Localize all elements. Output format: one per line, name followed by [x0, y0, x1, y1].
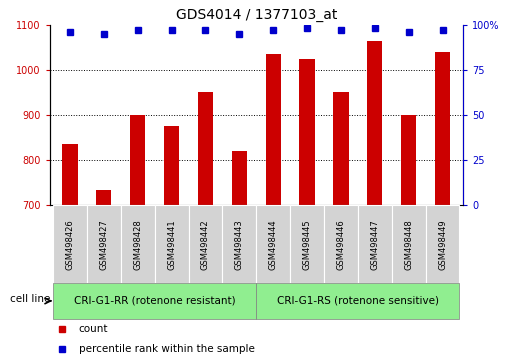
Bar	[96, 189, 111, 205]
Bar	[266, 54, 281, 205]
Bar	[222, 205, 256, 283]
Text: GSM498447: GSM498447	[370, 219, 379, 270]
Bar	[290, 205, 324, 283]
Text: GSM498446: GSM498446	[336, 219, 345, 270]
Bar	[401, 115, 416, 205]
Text: GSM498444: GSM498444	[269, 219, 278, 270]
Text: GSM498427: GSM498427	[99, 219, 108, 270]
Bar	[426, 205, 460, 283]
Text: GSM498448: GSM498448	[404, 219, 413, 270]
Text: CRI-G1-RR (rotenone resistant): CRI-G1-RR (rotenone resistant)	[74, 296, 235, 306]
Text: CRI-G1-RS (rotenone sensitive): CRI-G1-RS (rotenone sensitive)	[277, 296, 439, 306]
Bar	[256, 283, 460, 319]
Text: GSM498426: GSM498426	[65, 219, 74, 270]
Text: GSM498449: GSM498449	[438, 219, 447, 270]
Bar	[87, 205, 121, 283]
Bar	[358, 205, 392, 283]
Bar	[155, 205, 188, 283]
Text: GSM498443: GSM498443	[235, 219, 244, 270]
Bar	[435, 52, 450, 205]
Bar	[130, 115, 145, 205]
Bar	[188, 205, 222, 283]
Text: GSM498428: GSM498428	[133, 219, 142, 270]
Bar	[53, 283, 256, 319]
Bar	[232, 151, 247, 205]
Bar	[62, 144, 77, 205]
Text: GSM498442: GSM498442	[201, 219, 210, 270]
Bar	[164, 126, 179, 205]
Text: GSM498441: GSM498441	[167, 219, 176, 270]
Bar	[392, 205, 426, 283]
Text: cell line: cell line	[10, 294, 50, 304]
Bar	[198, 92, 213, 205]
Text: percentile rank within the sample: percentile rank within the sample	[78, 344, 255, 354]
Text: count: count	[78, 324, 108, 334]
Text: GSM498445: GSM498445	[303, 219, 312, 270]
Bar	[53, 205, 87, 283]
Bar	[300, 59, 315, 205]
Bar	[333, 92, 348, 205]
Bar	[324, 205, 358, 283]
Bar	[121, 205, 155, 283]
Bar	[256, 205, 290, 283]
Bar	[367, 41, 382, 205]
Title: GDS4014 / 1377103_at: GDS4014 / 1377103_at	[176, 8, 337, 22]
